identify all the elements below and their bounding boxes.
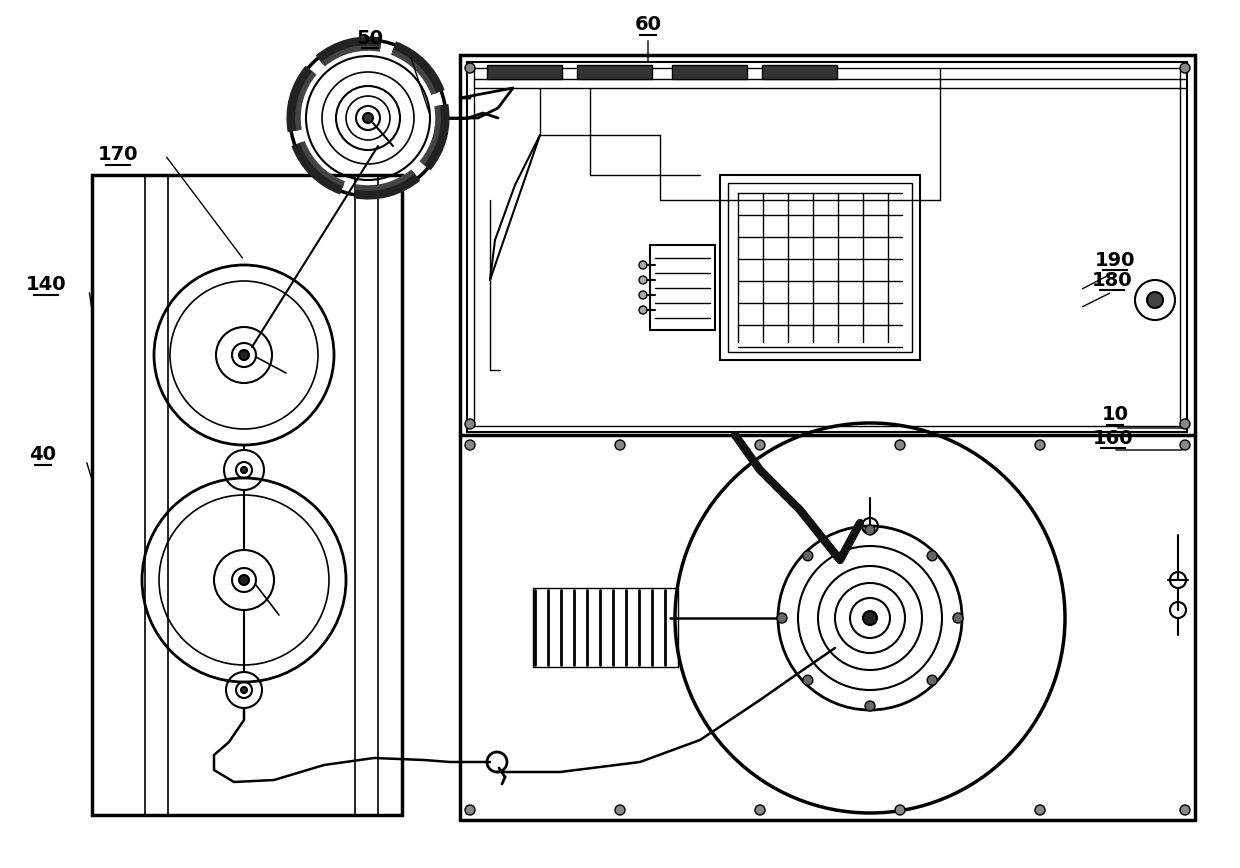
Circle shape	[755, 805, 765, 815]
Circle shape	[954, 613, 963, 623]
Circle shape	[639, 291, 647, 299]
Circle shape	[241, 467, 247, 473]
Circle shape	[465, 805, 475, 815]
Circle shape	[863, 611, 877, 625]
Bar	[577, 65, 652, 79]
Circle shape	[866, 525, 875, 535]
Circle shape	[928, 675, 937, 685]
Text: 190: 190	[1095, 251, 1136, 269]
Text: 140: 140	[26, 275, 66, 294]
Circle shape	[465, 63, 475, 73]
Circle shape	[1180, 805, 1190, 815]
Circle shape	[802, 551, 812, 561]
Bar	[720, 175, 920, 360]
Bar	[672, 65, 746, 79]
Text: 60: 60	[635, 16, 661, 35]
Bar	[467, 62, 1187, 432]
Circle shape	[802, 675, 812, 685]
Text: 160: 160	[1092, 429, 1133, 448]
Circle shape	[1180, 440, 1190, 450]
Circle shape	[241, 687, 247, 693]
Bar	[728, 183, 911, 352]
Circle shape	[895, 440, 905, 450]
Bar	[460, 55, 1195, 820]
Bar	[650, 245, 715, 330]
Bar	[533, 588, 678, 667]
Bar	[487, 65, 562, 79]
Bar	[92, 175, 402, 815]
Circle shape	[239, 350, 249, 360]
Bar	[763, 65, 837, 79]
Text: 50: 50	[357, 29, 383, 48]
Circle shape	[1035, 440, 1045, 450]
Text: 170: 170	[98, 146, 138, 165]
Circle shape	[777, 613, 787, 623]
Circle shape	[639, 261, 647, 269]
Circle shape	[465, 419, 475, 429]
Circle shape	[615, 805, 625, 815]
Circle shape	[1035, 805, 1045, 815]
Circle shape	[866, 701, 875, 711]
Circle shape	[363, 113, 373, 123]
Circle shape	[615, 440, 625, 450]
Text: 10: 10	[1101, 405, 1128, 424]
Bar	[474, 68, 1180, 426]
Circle shape	[1180, 419, 1190, 429]
Text: 40: 40	[30, 445, 57, 464]
Circle shape	[639, 306, 647, 314]
Circle shape	[639, 276, 647, 284]
Circle shape	[465, 440, 475, 450]
Circle shape	[895, 805, 905, 815]
Circle shape	[1147, 292, 1163, 308]
Circle shape	[755, 440, 765, 450]
Circle shape	[928, 551, 937, 561]
Circle shape	[239, 575, 249, 585]
Text: 180: 180	[1091, 271, 1132, 290]
Circle shape	[1180, 63, 1190, 73]
